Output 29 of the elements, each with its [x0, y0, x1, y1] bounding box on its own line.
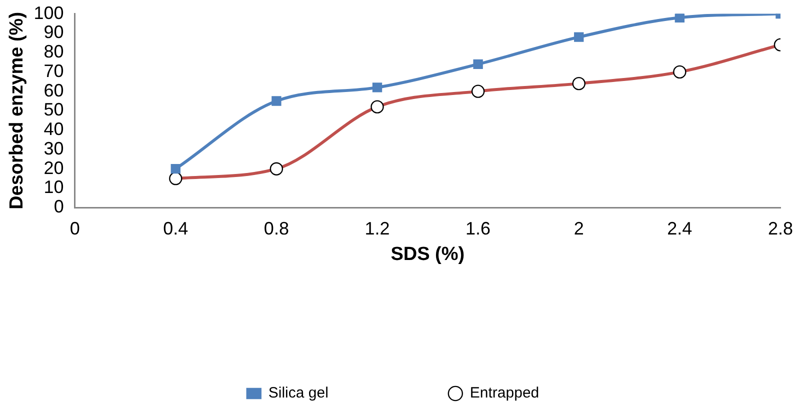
y-tick-label: 0	[54, 196, 64, 217]
y-tick-label: 90	[44, 22, 64, 42]
y-tick-label: 30	[44, 138, 64, 158]
legend-label: Entrapped	[470, 384, 540, 402]
y-tick-label: 60	[44, 80, 64, 100]
y-tick-label: 80	[44, 42, 64, 62]
point	[473, 59, 483, 70]
x-axis-title: SDS (%)	[390, 244, 465, 265]
x-tick-label: 0	[70, 218, 80, 238]
y-tick-label: 50	[44, 100, 64, 120]
x-tick-label: 1.6	[466, 218, 491, 238]
legend-label: Silica gel	[268, 384, 328, 402]
y-tick-label: 40	[44, 119, 64, 140]
x-tick-label: 2	[574, 218, 584, 238]
x-tick-label: 2.4	[667, 218, 692, 238]
x-tick-label: 2.8	[768, 218, 794, 238]
y-tick-label: 100	[34, 2, 64, 23]
y-tick-label: 70	[44, 60, 64, 81]
x-tick-label: 0.4	[163, 218, 188, 238]
point	[674, 14, 685, 23]
x-tick-label: 0.8	[264, 218, 289, 238]
point	[272, 96, 282, 106]
point	[170, 164, 180, 174]
y-tick-label: 10	[44, 177, 64, 198]
y-tick-label: 20	[44, 158, 64, 178]
point	[372, 82, 382, 92]
y-axis-title: Desorbed enzyme (%)	[6, 12, 28, 210]
point	[574, 32, 584, 42]
x-tick-label: 1.2	[364, 218, 390, 238]
